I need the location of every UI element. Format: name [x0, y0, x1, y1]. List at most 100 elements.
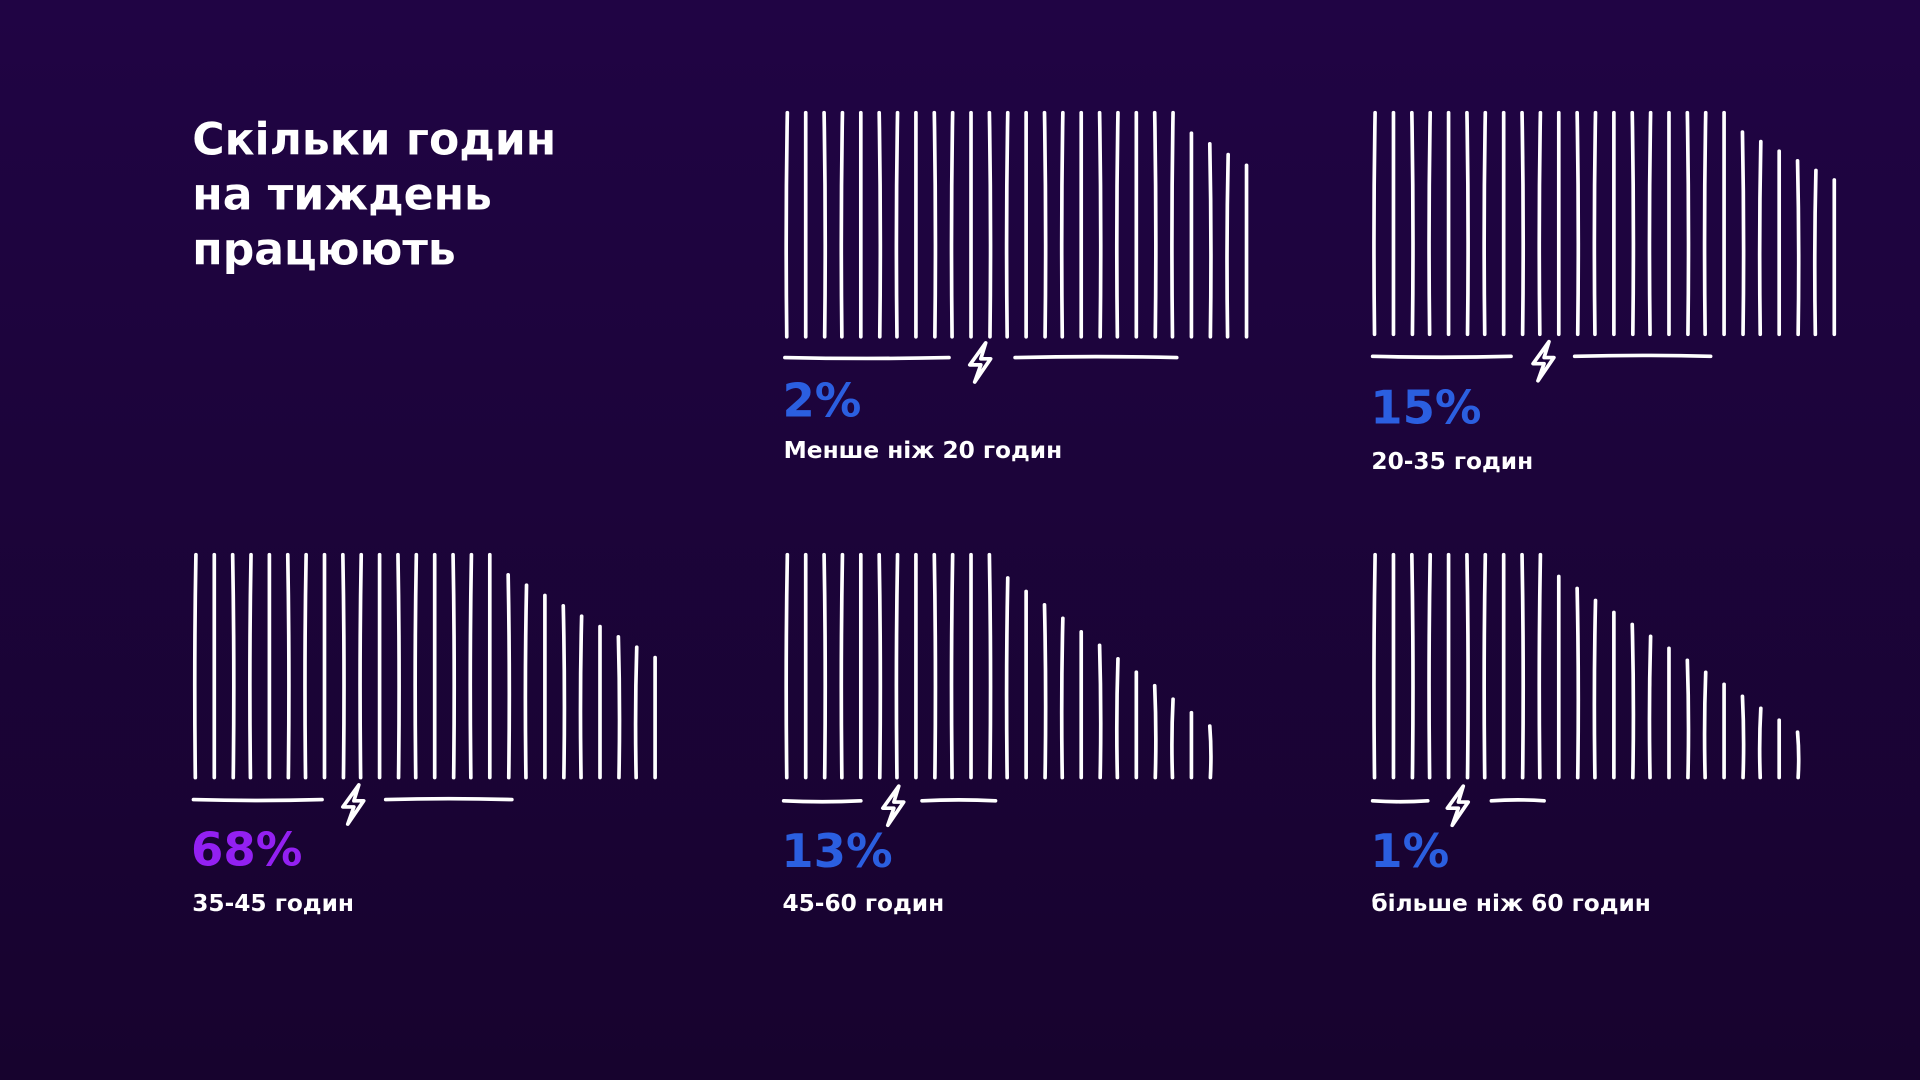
stat-block: 1% більше ніж 60 годин — [1370, 552, 1801, 917]
decorative-line — [1702, 110, 1708, 337]
decorative-axis — [1370, 784, 1546, 828]
decorative-line — [1059, 616, 1065, 780]
decorative-line — [1059, 110, 1065, 339]
decorative-line — [506, 572, 512, 780]
decorative-line — [839, 110, 845, 339]
axis-segment — [781, 798, 863, 804]
decorative-line — [877, 552, 883, 780]
decorative-line — [1685, 110, 1691, 337]
decorative-line — [1575, 586, 1581, 780]
decorative-line — [932, 110, 938, 339]
axis-segment — [191, 797, 324, 803]
decorative-line — [1170, 697, 1175, 780]
decorative-line — [468, 552, 474, 780]
stat-block: 15% 20-35 годин — [1370, 110, 1837, 475]
axis-segment — [1370, 798, 1430, 804]
decorative-line — [285, 552, 291, 780]
decorative-line — [230, 552, 236, 780]
percent-value: 68% — [191, 823, 302, 877]
percent-label: 45-60 годин — [782, 890, 944, 917]
decorative-line — [192, 552, 198, 780]
decorative-line — [877, 110, 883, 339]
decorative-line — [1042, 110, 1048, 339]
decorative-line — [396, 552, 401, 780]
decorative-line — [561, 604, 567, 780]
percent-value: 1% — [1370, 824, 1449, 878]
decorative-line — [1114, 110, 1120, 339]
decorative-line — [1427, 110, 1433, 337]
decorative-line — [1575, 110, 1581, 337]
decorative-line — [1465, 552, 1470, 780]
decorative-line — [578, 614, 584, 780]
decorative-lines — [1372, 110, 1837, 337]
decorative-line — [784, 552, 790, 780]
percent-label: 20-35 годин — [1371, 448, 1533, 475]
stat-block: 13% 45-60 годин — [781, 552, 1213, 917]
percent-value: 2% — [782, 373, 861, 427]
decorative-line — [1207, 142, 1213, 339]
decorative-line — [1630, 622, 1636, 780]
decorative-line — [1410, 110, 1415, 337]
decorative-line — [341, 552, 346, 780]
decorative-line — [1004, 576, 1010, 780]
decorative-axis — [783, 341, 1179, 384]
decorative-line — [1592, 598, 1598, 780]
decorative-line — [894, 110, 900, 339]
decorative-line — [839, 552, 845, 780]
title-line: Скільки годин — [192, 114, 556, 165]
decorative-line — [616, 635, 622, 780]
decorative-line — [784, 110, 790, 339]
decorative-line — [1152, 110, 1158, 339]
decorative-line — [1647, 634, 1653, 780]
decorative-axis — [191, 783, 514, 826]
decorative-line — [413, 552, 419, 780]
decorative-line — [1114, 656, 1120, 780]
title-line: працюють — [192, 224, 456, 275]
decorative-line — [1740, 130, 1746, 337]
decorative-line — [932, 552, 938, 780]
axis-segment — [783, 355, 951, 361]
axis-segment — [383, 796, 514, 802]
decorative-axis — [1370, 339, 1713, 383]
decorative-line — [1482, 552, 1488, 780]
decorative-lines — [784, 110, 1249, 339]
lightning-icon — [881, 784, 906, 828]
decorative-line — [1042, 603, 1048, 780]
decorative-line — [1537, 110, 1543, 337]
decorative-line — [1702, 670, 1708, 780]
decorative-line — [358, 552, 364, 780]
decorative-line — [949, 552, 955, 780]
decorative-line — [1372, 110, 1377, 337]
decorative-line — [1740, 694, 1746, 780]
decorative-line — [1097, 643, 1103, 780]
axis-segment — [1013, 354, 1179, 360]
decorative-line — [1757, 139, 1763, 337]
decorative-line — [1795, 730, 1801, 780]
axis-segment — [1572, 353, 1713, 359]
stat-block: 68% 35-45 годин — [191, 552, 657, 917]
decorative-line — [633, 645, 639, 780]
stat-block: 2% Менше ніж 20 годин — [782, 110, 1249, 464]
decorative-axis — [781, 784, 998, 828]
decorative-line — [1097, 110, 1103, 339]
decorative-line — [1410, 552, 1415, 780]
decorative-line — [1630, 110, 1636, 337]
decorative-line — [451, 552, 457, 780]
lightning-icon — [341, 783, 366, 826]
decorative-line — [1465, 110, 1470, 337]
decorative-line — [1647, 110, 1653, 337]
axis-segment — [1370, 354, 1513, 360]
percent-label: більше ніж 60 годин — [1371, 890, 1650, 917]
decorative-line — [1537, 552, 1543, 780]
decorative-line — [1812, 168, 1818, 337]
decorative-line — [822, 552, 828, 780]
decorative-line — [1427, 552, 1433, 780]
decorative-lines — [1372, 552, 1801, 780]
decorative-lines — [784, 552, 1213, 780]
decorative-line — [1795, 158, 1801, 337]
decorative-lines — [192, 552, 657, 780]
